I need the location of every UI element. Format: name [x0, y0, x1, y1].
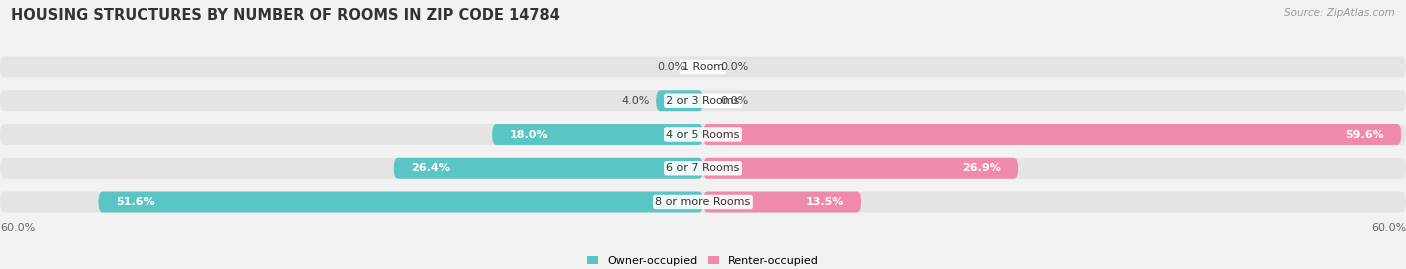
FancyBboxPatch shape	[0, 192, 1406, 213]
Text: Source: ZipAtlas.com: Source: ZipAtlas.com	[1284, 8, 1395, 18]
Text: 51.6%: 51.6%	[115, 197, 155, 207]
Text: 8 or more Rooms: 8 or more Rooms	[655, 197, 751, 207]
Text: 1 Room: 1 Room	[682, 62, 724, 72]
FancyBboxPatch shape	[98, 192, 703, 213]
Text: 26.9%: 26.9%	[962, 163, 1001, 173]
Text: 18.0%: 18.0%	[510, 129, 548, 140]
Text: 0.0%: 0.0%	[721, 62, 749, 72]
Legend: Owner-occupied, Renter-occupied: Owner-occupied, Renter-occupied	[582, 251, 824, 269]
FancyBboxPatch shape	[394, 158, 703, 179]
FancyBboxPatch shape	[0, 90, 1406, 111]
FancyBboxPatch shape	[0, 158, 1406, 179]
FancyBboxPatch shape	[0, 56, 1406, 77]
Text: HOUSING STRUCTURES BY NUMBER OF ROOMS IN ZIP CODE 14784: HOUSING STRUCTURES BY NUMBER OF ROOMS IN…	[11, 8, 560, 23]
Text: 4.0%: 4.0%	[621, 96, 650, 106]
Text: 13.5%: 13.5%	[806, 197, 844, 207]
Text: 60.0%: 60.0%	[1371, 223, 1406, 233]
FancyBboxPatch shape	[0, 124, 1406, 145]
FancyBboxPatch shape	[657, 90, 703, 111]
FancyBboxPatch shape	[703, 192, 860, 213]
Text: 60.0%: 60.0%	[0, 223, 35, 233]
FancyBboxPatch shape	[703, 158, 1018, 179]
FancyBboxPatch shape	[703, 124, 1402, 145]
Text: 26.4%: 26.4%	[412, 163, 450, 173]
Text: 59.6%: 59.6%	[1346, 129, 1384, 140]
Text: 6 or 7 Rooms: 6 or 7 Rooms	[666, 163, 740, 173]
FancyBboxPatch shape	[492, 124, 703, 145]
Text: 2 or 3 Rooms: 2 or 3 Rooms	[666, 96, 740, 106]
Text: 4 or 5 Rooms: 4 or 5 Rooms	[666, 129, 740, 140]
Text: 0.0%: 0.0%	[657, 62, 686, 72]
Text: 0.0%: 0.0%	[721, 96, 749, 106]
